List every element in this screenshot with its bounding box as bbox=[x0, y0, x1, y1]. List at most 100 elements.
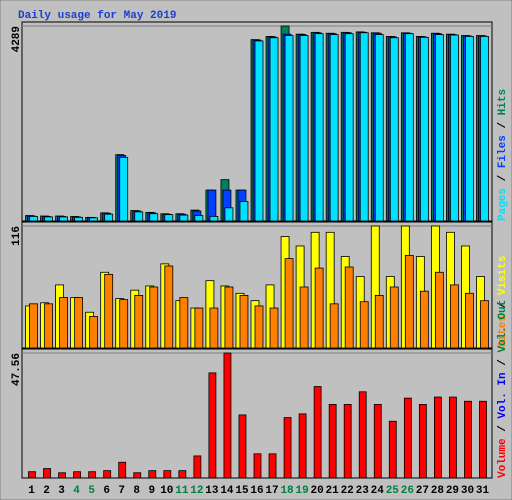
chart-title: Daily usage for May 2019 bbox=[18, 10, 176, 22]
bar bbox=[480, 300, 489, 349]
bar bbox=[74, 216, 84, 222]
bar bbox=[103, 470, 112, 479]
bar bbox=[59, 297, 68, 349]
bar bbox=[343, 404, 352, 479]
legend: Sites / Visits bbox=[497, 256, 509, 348]
bar bbox=[328, 404, 337, 479]
bar bbox=[480, 36, 489, 222]
bar bbox=[299, 286, 309, 349]
legend-separator: / bbox=[497, 295, 509, 315]
bar bbox=[58, 472, 66, 479]
bar bbox=[149, 286, 159, 349]
bar bbox=[389, 37, 399, 222]
x-tick-label: 6 bbox=[103, 485, 110, 497]
bar bbox=[73, 471, 82, 479]
bar bbox=[104, 273, 114, 349]
bar bbox=[268, 453, 277, 479]
legend-entry: Sites bbox=[497, 315, 509, 348]
legend-separator: / bbox=[497, 419, 509, 439]
legend: Pages / Files / Hits bbox=[497, 89, 509, 221]
bar bbox=[329, 303, 339, 349]
bar bbox=[465, 36, 474, 222]
bar bbox=[29, 303, 38, 349]
x-tick-label: 5 bbox=[88, 485, 95, 497]
bar bbox=[149, 213, 159, 222]
x-tick-label: 26 bbox=[401, 485, 414, 497]
bar bbox=[450, 284, 459, 349]
bar bbox=[239, 201, 249, 222]
bar bbox=[418, 404, 427, 479]
x-tick-label: 29 bbox=[446, 485, 459, 497]
bar bbox=[283, 417, 292, 479]
bar bbox=[238, 414, 247, 479]
bar bbox=[209, 216, 219, 222]
bar bbox=[373, 404, 382, 479]
legend-entry: Hits bbox=[497, 89, 509, 115]
bar bbox=[119, 156, 129, 222]
bar bbox=[88, 471, 97, 479]
bar bbox=[359, 32, 369, 222]
x-tick-label: 13 bbox=[205, 485, 219, 497]
bar bbox=[419, 290, 429, 349]
bar bbox=[403, 397, 412, 479]
legend-separator: / bbox=[497, 168, 509, 188]
x-tick-label: 11 bbox=[175, 485, 189, 497]
bar bbox=[313, 386, 322, 479]
bar bbox=[194, 215, 204, 222]
bar bbox=[118, 461, 127, 479]
bar bbox=[29, 216, 38, 222]
x-tick-label: 22 bbox=[341, 485, 354, 497]
bar bbox=[179, 214, 189, 222]
bar bbox=[164, 265, 174, 349]
bar bbox=[374, 295, 384, 349]
bar bbox=[464, 400, 472, 479]
x-tick-label: 4 bbox=[73, 485, 80, 497]
bar bbox=[284, 258, 294, 349]
bar bbox=[253, 453, 262, 479]
bar bbox=[450, 34, 459, 222]
x-tick-label: 1 bbox=[28, 485, 35, 497]
x-tick-label: 19 bbox=[295, 485, 308, 497]
bar bbox=[434, 271, 444, 349]
bar bbox=[28, 471, 36, 479]
bar bbox=[449, 396, 457, 479]
x-tick-label: 23 bbox=[356, 485, 370, 497]
legend-separator: / bbox=[497, 353, 509, 373]
bar bbox=[419, 36, 429, 222]
bar bbox=[299, 35, 309, 222]
bar bbox=[148, 470, 157, 479]
bar bbox=[434, 34, 444, 222]
x-tick-label: 9 bbox=[148, 485, 155, 497]
legend-separator: / bbox=[497, 115, 509, 135]
legend-entry: Pages bbox=[497, 188, 509, 221]
bar bbox=[178, 470, 187, 479]
x-tick-label: 8 bbox=[133, 485, 140, 497]
x-tick-label: 30 bbox=[461, 485, 474, 497]
x-tick-label: 21 bbox=[326, 485, 340, 497]
bar bbox=[89, 217, 99, 222]
bar bbox=[208, 372, 217, 479]
x-tick-label: 15 bbox=[235, 485, 249, 497]
y-tick-label: 4289 bbox=[11, 26, 23, 52]
bar bbox=[179, 297, 189, 349]
bar bbox=[269, 307, 279, 349]
bar bbox=[254, 305, 264, 349]
x-tick-label: 25 bbox=[386, 485, 400, 497]
bar bbox=[314, 33, 324, 222]
x-tick-label: 16 bbox=[250, 485, 263, 497]
bar bbox=[163, 470, 172, 479]
bar bbox=[404, 255, 414, 349]
legend-entry: Vol. In bbox=[497, 372, 509, 418]
bar bbox=[284, 35, 294, 222]
x-tick-label: 10 bbox=[160, 485, 173, 497]
legend-entry: Files bbox=[497, 135, 509, 168]
bar bbox=[359, 301, 369, 349]
bar bbox=[43, 468, 51, 479]
bar bbox=[329, 34, 339, 222]
x-tick-label: 17 bbox=[265, 485, 278, 497]
x-tick-label: 3 bbox=[58, 485, 65, 497]
x-tick-label: 14 bbox=[220, 485, 234, 497]
bar bbox=[433, 396, 442, 479]
bar bbox=[74, 297, 84, 349]
